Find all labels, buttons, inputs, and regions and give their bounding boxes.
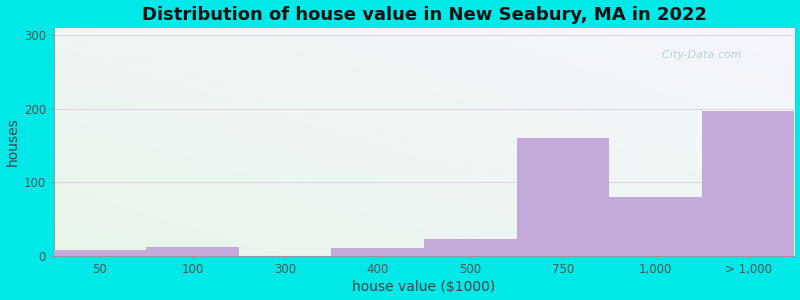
Bar (331, 248, 424, 256)
Text: City-Data.com: City-Data.com (655, 50, 742, 60)
Bar (610, 197, 702, 256)
Bar (146, 247, 239, 256)
Bar (517, 138, 610, 256)
Title: Distribution of house value in New Seabury, MA in 2022: Distribution of house value in New Seabu… (142, 6, 706, 24)
Bar (702, 111, 794, 256)
Bar (424, 239, 517, 256)
Y-axis label: houses: houses (6, 117, 19, 166)
Bar (54, 250, 146, 256)
X-axis label: house value ($1000): house value ($1000) (353, 280, 496, 294)
